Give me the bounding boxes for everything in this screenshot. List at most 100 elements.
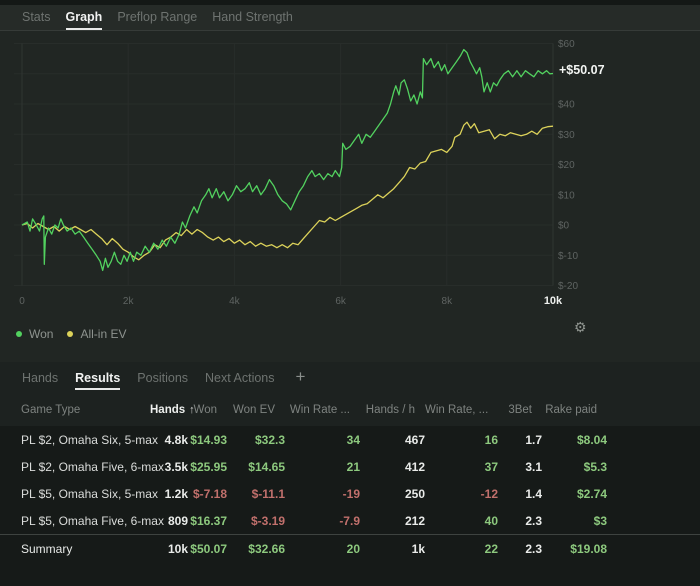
3bet-value: 2.3 (525, 513, 542, 528)
hands-value: 4.8k (164, 432, 188, 447)
results-table-header: Game Type Hands ↑ Won Won EV Win Rate ...… (0, 394, 700, 426)
header-cell-hands[interactable]: Hands ↑ (150, 404, 195, 416)
won-value: $16.37 (190, 513, 227, 528)
3bet-value: 1.7 (525, 432, 542, 447)
tab-results[interactable]: Results (75, 368, 121, 390)
header-cell-3bet[interactable]: 3Bet (508, 404, 532, 416)
game-type-value: PL $5, Omaha Five, 6-max (21, 513, 164, 528)
summary-label: Summary (21, 542, 73, 556)
tab-hand-strength[interactable]: Hand Strength (212, 9, 293, 24)
won-value: $-7.18 (192, 486, 227, 501)
svg-text:$0: $0 (558, 221, 570, 232)
svg-text:$20: $20 (558, 160, 575, 171)
won-ev-value: $-11.1 (251, 486, 285, 501)
tab-graph[interactable]: Graph (65, 5, 103, 30)
summary-row[interactable]: Summary 10k $50.07 $32.66 20 1k 22 2.3 $… (0, 534, 700, 563)
won-value: $14.93 (190, 432, 227, 447)
svg-text:$30: $30 (558, 130, 575, 141)
won-series-dot-icon (16, 331, 22, 337)
gear-icon[interactable]: ⚙ (574, 319, 587, 335)
header-cell-won[interactable]: Won (193, 404, 217, 416)
svg-text:$60: $60 (558, 39, 575, 50)
win-rate-2-value: 40 (484, 513, 498, 528)
results-table-body: PL $2, Omaha Six, 5-max 4.8k $14.93 $32.… (0, 426, 700, 586)
win-rate-2-value: 16 (484, 432, 498, 447)
tab-hands[interactable]: Hands (22, 371, 59, 385)
legend-item-won[interactable]: Won (16, 327, 53, 341)
win-rate-value: -7.9 (339, 513, 360, 528)
rake-paid-value: $2.74 (576, 486, 607, 501)
game-type-value: PL $2, Omaha Six, 5-max (21, 432, 158, 447)
won-ev-value: $32.3 (254, 432, 285, 447)
tab-preflop-range[interactable]: Preflop Range (117, 9, 198, 24)
results-tabbar: Hands Results Positions Next Actions + (0, 362, 700, 394)
win-rate-2-value: 22 (484, 542, 498, 556)
table-row-pl2-omaha-six[interactable]: PL $2, Omaha Six, 5-max 4.8k $14.93 $32.… (0, 426, 700, 453)
header-cell-win-rate-2[interactable]: Win Rate, ... (425, 404, 489, 416)
plus-icon: + (295, 367, 306, 386)
won-line (21, 48, 554, 272)
header-cell-hands-per-h[interactable]: Hands / h (365, 404, 415, 416)
current-value-label: +$50.07 (559, 63, 605, 77)
header-cell-win-rate[interactable]: Win Rate ... (289, 404, 350, 416)
sort-ascending-icon: ↑ (189, 404, 195, 416)
win-rate-value: 34 (346, 432, 360, 447)
rake-paid-value: $3 (593, 513, 607, 528)
won-ev-value: $32.66 (248, 542, 285, 556)
results-panel: Hands Results Positions Next Actions + G… (0, 362, 700, 586)
profit-chart-svg: $60 $40 $30 $20 $10 $0 $-10 $-20 0 2k 4k 6k 8k 10k (14, 39, 578, 307)
svg-text:4k: 4k (229, 296, 241, 307)
legend-label-all-in-ev: All-in EV (80, 327, 127, 341)
header-cell-won-ev[interactable]: Won EV (233, 404, 275, 416)
svg-text:0: 0 (19, 296, 25, 307)
win-rate-2-value: -12 (480, 486, 498, 501)
header-cell-rake-paid[interactable]: Rake paid (545, 404, 597, 416)
main-tabbar: Stats Graph Preflop Range Hand Strength (0, 5, 700, 31)
rake-paid-value: $8.04 (576, 432, 607, 447)
profit-graph-panel: $60 $40 $30 $20 $10 $0 $-10 $-20 0 2k 4k 6k 8k 10k +$… (0, 31, 700, 362)
won-value: $50.07 (190, 542, 227, 556)
rake-paid-value: $5.3 (583, 459, 607, 474)
hands-value: 10k (167, 542, 188, 556)
3bet-value: 2.3 (525, 542, 542, 556)
hands-per-h-value: 467 (404, 432, 425, 447)
win-rate-value: -19 (342, 486, 360, 501)
chart-legend: Won All-in EV (16, 327, 126, 341)
win-rate-value: 21 (346, 459, 360, 474)
svg-text:10k: 10k (544, 295, 563, 307)
won-ev-value: $-3.19 (250, 513, 285, 528)
hands-per-h-value: 250 (404, 486, 425, 501)
svg-text:$-10: $-10 (558, 251, 578, 262)
hands-value: 1.2k (164, 486, 188, 501)
table-row-pl5-omaha-five[interactable]: PL $5, Omaha Five, 6-max 809 $16.37 $-3.… (0, 507, 700, 534)
tab-next-actions[interactable]: Next Actions (205, 371, 275, 385)
all-in-ev-series-dot-icon (67, 331, 74, 337)
svg-text:$10: $10 (558, 190, 575, 201)
hands-value: 3.5k (164, 459, 188, 474)
tab-positions[interactable]: Positions (137, 371, 189, 385)
won-ev-value: $14.65 (248, 459, 285, 474)
table-row-pl2-omaha-five[interactable]: PL $2, Omaha Five, 6-max 3.5k $25.95 $14… (0, 453, 700, 480)
hands-per-h-value: 412 (404, 459, 425, 474)
3bet-value: 1.4 (525, 486, 542, 501)
hands-per-h-value: 1k (411, 542, 425, 556)
game-type-value: PL $5, Omaha Six, 5-max (21, 486, 158, 501)
tab-stats[interactable]: Stats (22, 9, 51, 24)
svg-text:6k: 6k (335, 296, 347, 307)
3bet-value: 3.1 (525, 459, 542, 474)
header-cell-game-type[interactable]: Game Type (21, 404, 81, 416)
hands-per-h-value: 212 (404, 513, 425, 528)
legend-item-all-in-ev[interactable]: All-in EV (67, 327, 126, 341)
window-top-strip (0, 0, 700, 5)
svg-text:8k: 8k (442, 296, 454, 307)
table-row-pl5-omaha-six[interactable]: PL $5, Omaha Six, 5-max 1.2k $-7.18 $-11… (0, 480, 700, 507)
all-in-ev-line (21, 121, 554, 261)
header-hands-label: Hands (150, 404, 186, 416)
svg-text:$-20: $-20 (558, 281, 578, 292)
rake-paid-value: $19.08 (570, 542, 607, 556)
win-rate-2-value: 37 (484, 459, 498, 474)
add-tab-button[interactable]: + (296, 362, 306, 394)
won-value: $25.95 (190, 459, 227, 474)
game-type-value: PL $2, Omaha Five, 6-max (21, 459, 164, 474)
